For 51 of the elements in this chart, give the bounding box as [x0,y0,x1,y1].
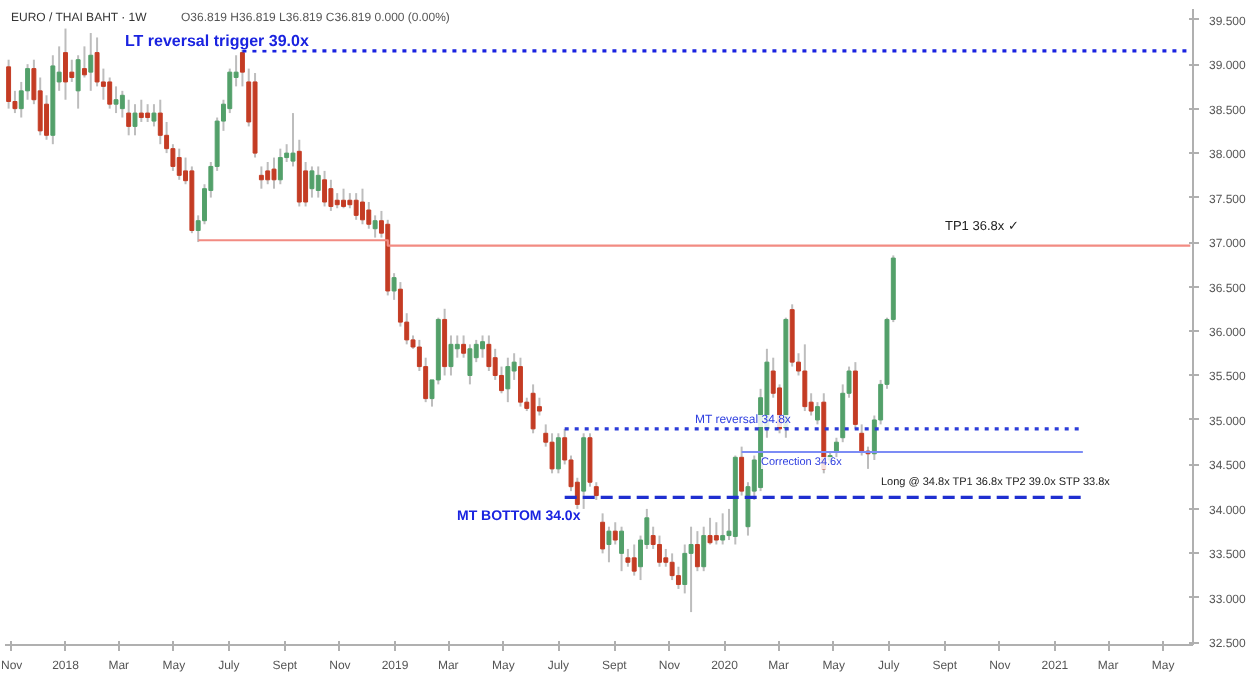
candlestick [107,76,113,110]
candlestick [802,343,808,413]
candlestick [701,525,707,573]
candlestick [707,516,713,546]
candlestick [6,58,12,110]
candlestick [138,98,144,123]
candlestick [815,401,820,426]
candlestick [518,356,523,408]
candlestick [315,165,321,199]
candlestick [530,383,536,435]
candlestick [555,432,561,475]
candlestick [176,147,182,181]
candlestick [113,85,119,115]
candlestick [448,334,454,377]
candlestick [151,103,157,128]
annotation: LT reversal trigger 39.0x [125,32,310,50]
candlestick [290,112,296,168]
candlestick [486,334,492,373]
candlestick [88,32,94,92]
candlestick [720,512,726,546]
candlestick [713,521,719,546]
candlestick [353,192,359,221]
candlestick [657,534,662,568]
candlestick [309,165,315,199]
candlestick [277,147,283,186]
candlestick [631,543,637,577]
candlestick [669,552,675,582]
candlestick [606,525,612,564]
candlestick [600,512,606,555]
candlestick [549,432,555,475]
candlestick [265,161,271,186]
candlestick [63,27,68,101]
candlestick [833,436,839,461]
candlestick [322,169,328,208]
candlestick [467,343,473,386]
candlestick [258,165,264,190]
candlestick [619,525,625,573]
candlestick [360,187,365,226]
candlestick [442,307,448,377]
candlestick [69,58,75,83]
candlestick [688,525,694,614]
candlestick [126,98,132,137]
candlestick [132,103,138,137]
candlestick [157,98,163,146]
candlestick [328,178,334,212]
candlestick [341,187,346,210]
candlestick [612,521,618,546]
candlestick [271,156,277,190]
candlestick [454,334,460,359]
candlestick [75,54,81,110]
candlestick [505,356,511,404]
